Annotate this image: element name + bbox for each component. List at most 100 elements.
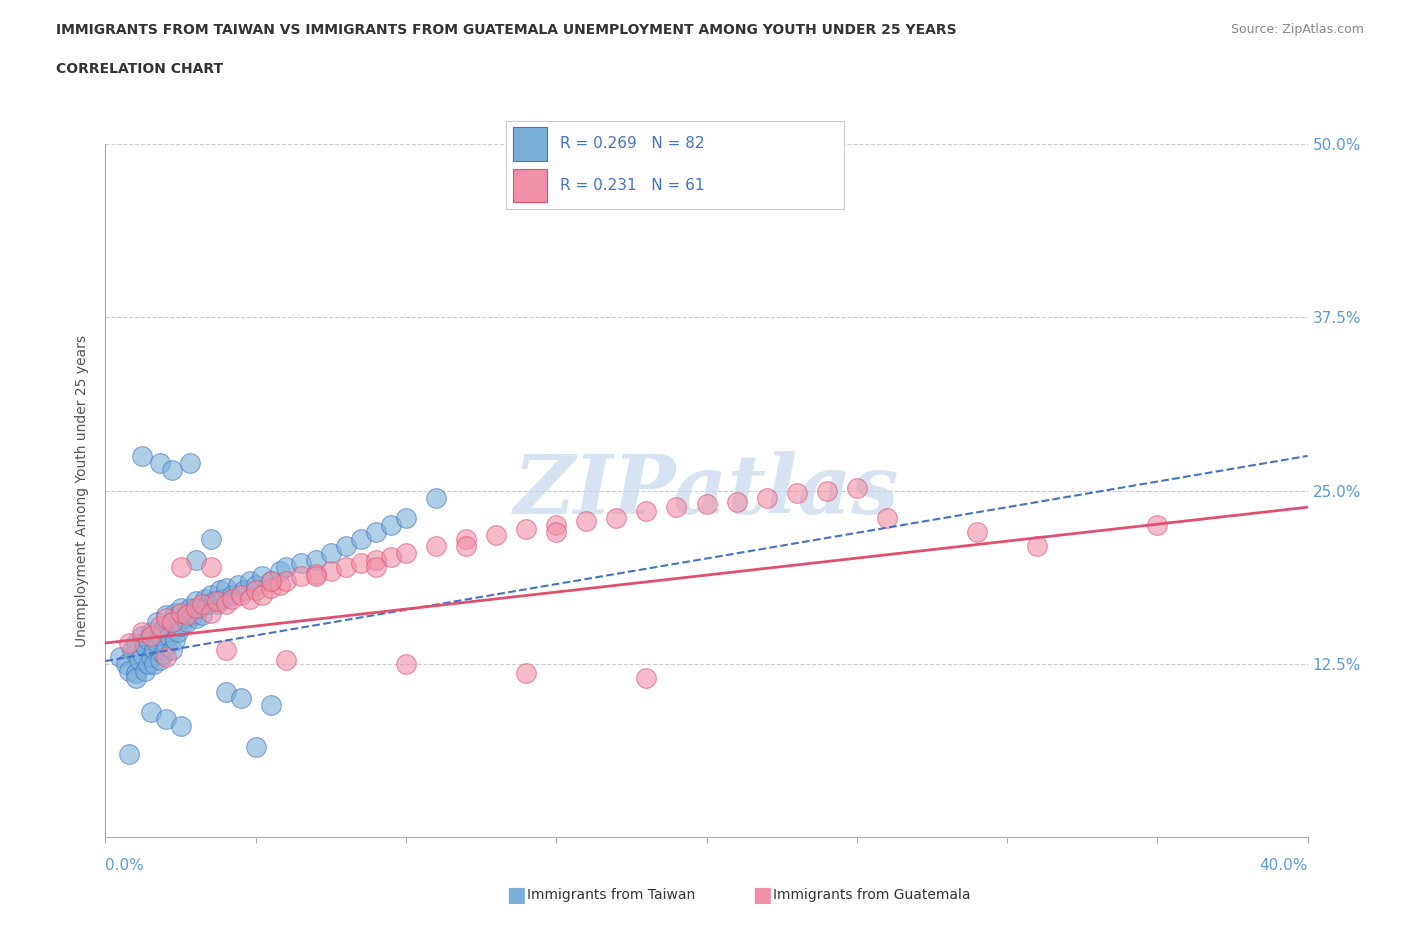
Point — [305, 569, 328, 584]
Point — [395, 657, 418, 671]
Point — [208, 583, 231, 598]
Text: R = 0.269   N = 82: R = 0.269 N = 82 — [560, 137, 704, 152]
Point — [350, 555, 373, 570]
Point — [515, 666, 537, 681]
Point — [290, 569, 312, 584]
Point — [200, 559, 222, 574]
Text: ■: ■ — [506, 884, 526, 905]
Point — [166, 624, 188, 639]
Point — [145, 615, 167, 630]
Point — [245, 578, 267, 592]
Point — [181, 608, 204, 623]
Point — [515, 522, 537, 537]
Point — [163, 632, 186, 647]
Point — [176, 608, 198, 623]
Point — [239, 573, 262, 588]
Point — [876, 511, 898, 525]
Point — [274, 652, 297, 667]
Point — [214, 684, 236, 699]
Point — [319, 564, 342, 578]
Bar — [513, 168, 547, 202]
Point — [725, 494, 748, 509]
Text: 40.0%: 40.0% — [1260, 857, 1308, 872]
Point — [121, 643, 143, 658]
Point — [696, 497, 718, 512]
Point — [395, 546, 418, 561]
Point — [636, 504, 658, 519]
Point — [786, 485, 808, 500]
Point — [232, 583, 254, 598]
Point — [202, 594, 225, 609]
Point — [136, 632, 159, 647]
Point — [155, 711, 177, 726]
Point — [335, 559, 357, 574]
Point — [118, 663, 141, 678]
Point — [176, 615, 198, 630]
Point — [290, 555, 312, 570]
Point — [395, 511, 418, 525]
Point — [755, 490, 778, 505]
Point — [454, 538, 477, 553]
Point — [160, 615, 183, 630]
Point — [131, 448, 153, 463]
Point — [139, 705, 162, 720]
Point — [211, 591, 233, 606]
Point — [221, 591, 243, 606]
Point — [274, 559, 297, 574]
Point — [179, 456, 201, 471]
Y-axis label: Unemployment Among Youth under 25 years: Unemployment Among Youth under 25 years — [76, 335, 90, 646]
Point — [169, 605, 191, 620]
Point — [136, 657, 159, 671]
Point — [155, 608, 177, 623]
Point — [169, 601, 191, 616]
Bar — [513, 127, 547, 161]
Point — [966, 525, 988, 539]
Point — [239, 591, 262, 606]
Point — [184, 552, 207, 567]
Point — [197, 597, 219, 612]
Point — [169, 719, 191, 734]
Point — [575, 513, 598, 528]
Point — [305, 566, 328, 581]
Text: Immigrants from Taiwan: Immigrants from Taiwan — [527, 887, 696, 902]
Point — [205, 597, 228, 612]
Point — [214, 597, 236, 612]
Point — [163, 605, 186, 620]
Point — [194, 591, 217, 606]
Point — [260, 580, 283, 595]
Point — [350, 532, 373, 547]
Text: 0.0%: 0.0% — [105, 857, 145, 872]
Point — [229, 691, 252, 706]
Point — [636, 671, 658, 685]
Point — [200, 532, 222, 547]
Point — [184, 601, 207, 616]
Point — [124, 635, 146, 650]
Point — [214, 643, 236, 658]
Point — [169, 619, 191, 634]
Point — [142, 643, 165, 658]
Point — [1026, 538, 1049, 553]
Point — [605, 511, 627, 525]
Point — [200, 605, 222, 620]
Point — [205, 594, 228, 609]
Point — [157, 629, 180, 644]
Point — [131, 629, 153, 644]
Point — [214, 580, 236, 595]
Text: IMMIGRANTS FROM TAIWAN VS IMMIGRANTS FROM GUATEMALA UNEMPLOYMENT AMONG YOUTH UND: IMMIGRANTS FROM TAIWAN VS IMMIGRANTS FRO… — [56, 23, 957, 37]
Point — [155, 611, 177, 626]
Point — [245, 739, 267, 754]
Point — [319, 546, 342, 561]
Text: Source: ZipAtlas.com: Source: ZipAtlas.com — [1230, 23, 1364, 36]
Point — [139, 624, 162, 639]
Point — [124, 666, 146, 681]
Point — [179, 601, 201, 616]
Point — [454, 532, 477, 547]
Point — [128, 652, 150, 667]
Point — [364, 559, 387, 574]
Point — [200, 587, 222, 602]
Point — [425, 490, 447, 505]
Text: Immigrants from Guatemala: Immigrants from Guatemala — [773, 887, 970, 902]
Point — [139, 629, 162, 644]
Point — [148, 619, 170, 634]
Point — [425, 538, 447, 553]
